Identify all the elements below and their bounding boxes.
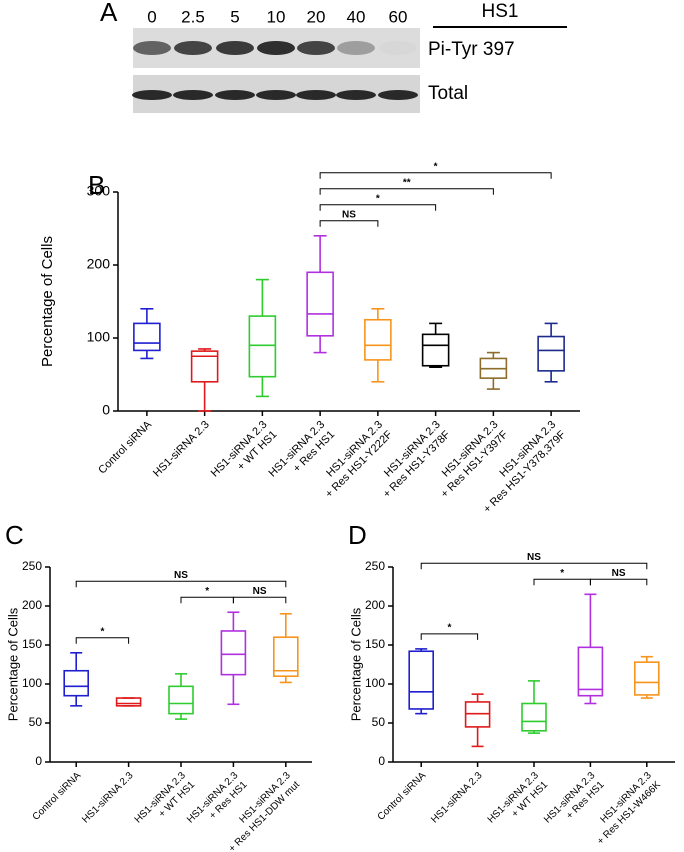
y-tick-label: 100: [365, 676, 385, 690]
box: [115, 697, 142, 707]
lane-label: 5: [230, 7, 239, 26]
blot-band: [132, 90, 172, 100]
blot-band: [297, 41, 335, 55]
significance-bracket: [75, 637, 130, 644]
box: [306, 271, 334, 337]
box: [364, 318, 392, 361]
blot-band: [133, 41, 171, 55]
significance-label: NS: [527, 552, 541, 563]
blot-band: [379, 41, 417, 55]
lane-label: 40: [347, 7, 366, 26]
significance-label: *: [560, 568, 564, 579]
y-tick-label: 200: [87, 256, 111, 272]
significance-label: NS: [612, 568, 626, 579]
lane-label: 0: [147, 7, 156, 26]
significance-bracket: [420, 633, 479, 640]
box: [521, 702, 547, 732]
blot-band: [337, 41, 375, 55]
box: [272, 636, 299, 678]
blot-band: [336, 90, 376, 100]
significance-bracket: [180, 596, 234, 604]
y-tick-label: 100: [87, 329, 111, 345]
x-tick-label: HS1-siRNA 2.3: [151, 419, 212, 480]
significance-bracket: [319, 220, 379, 227]
blot-band: [174, 41, 212, 55]
significance-label: NS: [253, 586, 267, 597]
blot-band: [257, 41, 295, 55]
blot-row-label: Pi-Tyr 397: [428, 39, 515, 60]
blot-band: [378, 90, 418, 100]
y-tick-label: 0: [102, 402, 110, 418]
x-tick-label: HS1-siRNA 2.3: [429, 770, 485, 826]
blot-row-label: Total: [428, 83, 468, 104]
panel-letter: C: [5, 520, 24, 550]
box: [633, 661, 660, 696]
significance-label: *: [376, 193, 380, 204]
y-axis-label: Percentage of Cells: [348, 607, 363, 721]
blot-band: [215, 90, 255, 100]
significance-label: **: [403, 177, 411, 188]
significance-bracket: [589, 578, 648, 586]
significance-label: *: [205, 586, 209, 597]
y-tick-label: 200: [22, 598, 42, 612]
significance-label: NS: [174, 570, 188, 581]
significance-bracket: [75, 580, 287, 588]
significance-bracket: [533, 578, 591, 586]
blot-band: [173, 90, 213, 100]
panel-letter: D: [348, 520, 367, 550]
panel-letter: A: [100, 0, 118, 27]
box: [577, 646, 604, 697]
y-tick-label: 250: [365, 559, 385, 573]
box: [421, 333, 450, 367]
protein-label: HS1: [482, 1, 519, 22]
y-axis-label: Percentage of Cells: [5, 607, 20, 721]
panel-letter: B: [88, 170, 105, 200]
blot-band: [256, 90, 296, 100]
y-tick-label: 50: [29, 715, 43, 729]
significance-bracket: [319, 172, 552, 179]
significance-label: NS: [342, 209, 356, 220]
x-tick-label: HS1-siRNA 2.3: [80, 770, 136, 826]
box: [408, 650, 435, 710]
y-axis-label: Percentage of Cells: [39, 236, 56, 367]
y-tick-label: 250: [22, 559, 42, 573]
y-tick-label: 0: [35, 754, 42, 768]
y-tick-label: 100: [22, 676, 42, 690]
y-tick-label: 300: [87, 183, 111, 199]
y-tick-label: 150: [365, 637, 385, 651]
box: [133, 322, 161, 352]
x-tick-label: Control siRNA: [31, 770, 84, 823]
box: [248, 315, 277, 378]
significance-label: *: [100, 626, 104, 637]
significance-label: *: [447, 623, 451, 634]
blot-band: [216, 41, 254, 55]
significance-bracket: [232, 596, 287, 604]
y-tick-label: 200: [365, 598, 385, 612]
box: [537, 335, 565, 372]
lane-label: 2.5: [181, 7, 205, 26]
lane-label: 60: [389, 7, 408, 26]
y-tick-label: 50: [372, 715, 386, 729]
box: [220, 630, 247, 676]
y-tick-label: 0: [378, 754, 385, 768]
x-tick-label: Control siRNA: [376, 770, 429, 823]
significance-bracket: [319, 204, 437, 211]
lane-label: 20: [307, 7, 326, 26]
box: [190, 350, 219, 383]
y-tick-label: 150: [22, 637, 42, 651]
lane-label: 10: [267, 7, 286, 26]
x-tick-label: Control siRNA: [96, 418, 154, 476]
significance-label: *: [434, 161, 438, 172]
box: [168, 685, 194, 715]
blot-band: [296, 90, 336, 100]
box: [63, 669, 89, 697]
significance-bracket: [319, 188, 494, 195]
significance-bracket: [420, 562, 648, 570]
